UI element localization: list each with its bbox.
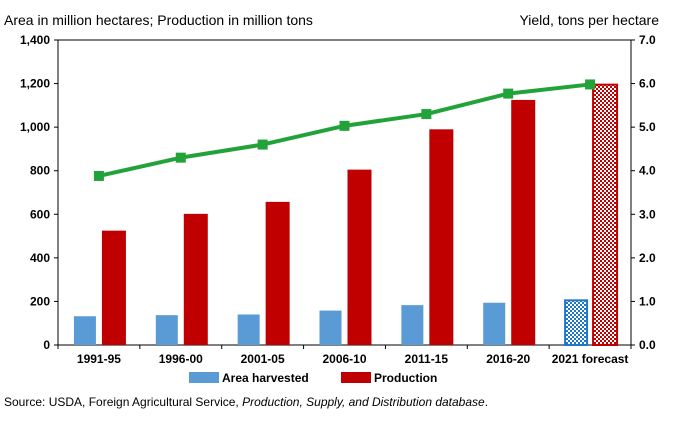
left-tick-label: 1,200	[20, 77, 50, 91]
right-tick-label: 3.0	[639, 207, 656, 221]
x-tick-label: 2001-05	[241, 352, 285, 366]
yield-point	[339, 120, 350, 131]
legend-swatch-area	[189, 372, 219, 383]
x-tick-label: 2021 forecast	[552, 352, 629, 366]
bar-area-harvested	[564, 299, 589, 347]
bar-area-harvested	[483, 302, 506, 345]
right-tick-label: 5.0	[639, 120, 656, 134]
bar-production	[347, 169, 372, 345]
x-axis-categories: 1991-95 1996-00 2001-05 2006-10 2011-15 2016-…	[57, 345, 632, 366]
x-tick-label: 2011-15	[405, 352, 449, 366]
right-tick-label: 7.0	[639, 33, 656, 47]
right-tick-label: 0.0	[639, 338, 656, 352]
x-tick-label: 1996-00	[159, 352, 203, 366]
yield-point	[93, 170, 104, 181]
bar-production	[265, 201, 290, 345]
left-tick-label: 0	[43, 338, 50, 352]
yield-line-series	[93, 79, 596, 181]
yield-point	[175, 152, 186, 163]
bar-production	[183, 213, 208, 345]
bar-production	[511, 99, 536, 346]
bar-production	[592, 83, 619, 347]
right-tick-label: 2.0	[639, 251, 656, 265]
yield-point	[585, 79, 596, 90]
bar-area-harvested	[237, 314, 260, 345]
legend-label-area: Area harvested	[222, 371, 309, 385]
x-tick-label: 2016-20	[486, 352, 530, 366]
bar-area-harvested	[319, 310, 342, 345]
left-tick-label: 1,000	[20, 120, 50, 134]
left-tick-label: 200	[30, 294, 50, 308]
bar-area-harvested	[73, 316, 96, 345]
right-tick-label: 1.0	[639, 294, 656, 308]
bar-area-harvested	[155, 315, 178, 345]
right-axis: 0.0 1.0 2.0 3.0 4.0 5.0 6.0 7.0	[631, 33, 656, 352]
right-tick-label: 4.0	[639, 164, 656, 178]
left-tick-label: 600	[30, 207, 50, 221]
left-axis: 0 200 400 600 800 1,000 1,200 1,400	[20, 33, 58, 352]
source-note: Source: USDA, Foreign Agricultural Servi…	[4, 395, 488, 409]
bar-series	[73, 83, 619, 347]
legend: Area harvested Production	[189, 371, 437, 385]
left-axis-title: Area in million hectares; Production in …	[4, 12, 313, 28]
left-tick-label: 1,400	[20, 33, 50, 47]
legend-swatch-production	[341, 372, 371, 383]
legend-label-production: Production	[374, 371, 437, 385]
right-axis-title: Yield, tons per hectare	[519, 12, 659, 28]
right-tick-label: 6.0	[639, 77, 656, 91]
plot-frame	[57, 39, 632, 346]
left-tick-label: 800	[30, 164, 50, 178]
yield-point	[421, 109, 432, 120]
x-tick-label: 1991-95	[77, 352, 121, 366]
x-tick-label: 2006-10	[322, 352, 366, 366]
left-tick-label: 400	[30, 251, 50, 265]
bar-production	[429, 129, 454, 345]
yield-point	[503, 88, 514, 99]
yield-point	[257, 139, 268, 150]
bar-area-harvested	[401, 305, 424, 345]
bar-production	[101, 230, 126, 345]
